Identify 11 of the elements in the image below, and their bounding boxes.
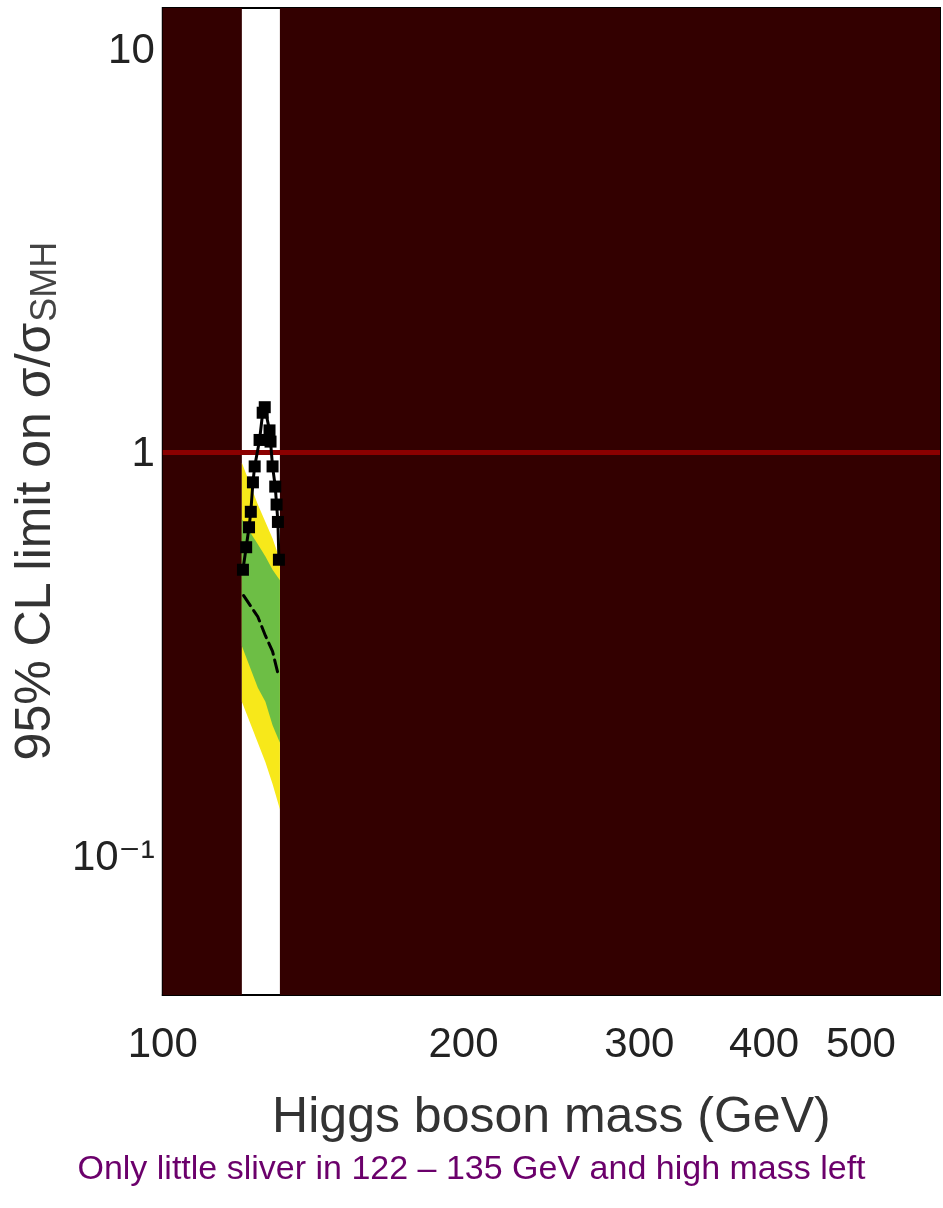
y-axis-title: 95% CL limit on σ/σSMH: [5, 241, 64, 761]
y-tick-label: 10⁻¹: [71, 831, 155, 879]
x-tick-label: 200: [428, 1018, 499, 1066]
x-tick-label: 100: [127, 1018, 198, 1066]
x-tick-label: 500: [825, 1018, 896, 1066]
y-tick-label: 1: [131, 428, 155, 476]
x-axis-title: Higgs boson mass (GeV): [272, 1087, 831, 1143]
x-tick-label: 300: [604, 1018, 675, 1066]
x-tick-label: 400: [729, 1018, 800, 1066]
y-tick-label: 10: [108, 24, 155, 72]
text: Only little sliver in 122 – 135 GeV and high mass left: [77, 1148, 867, 1186]
